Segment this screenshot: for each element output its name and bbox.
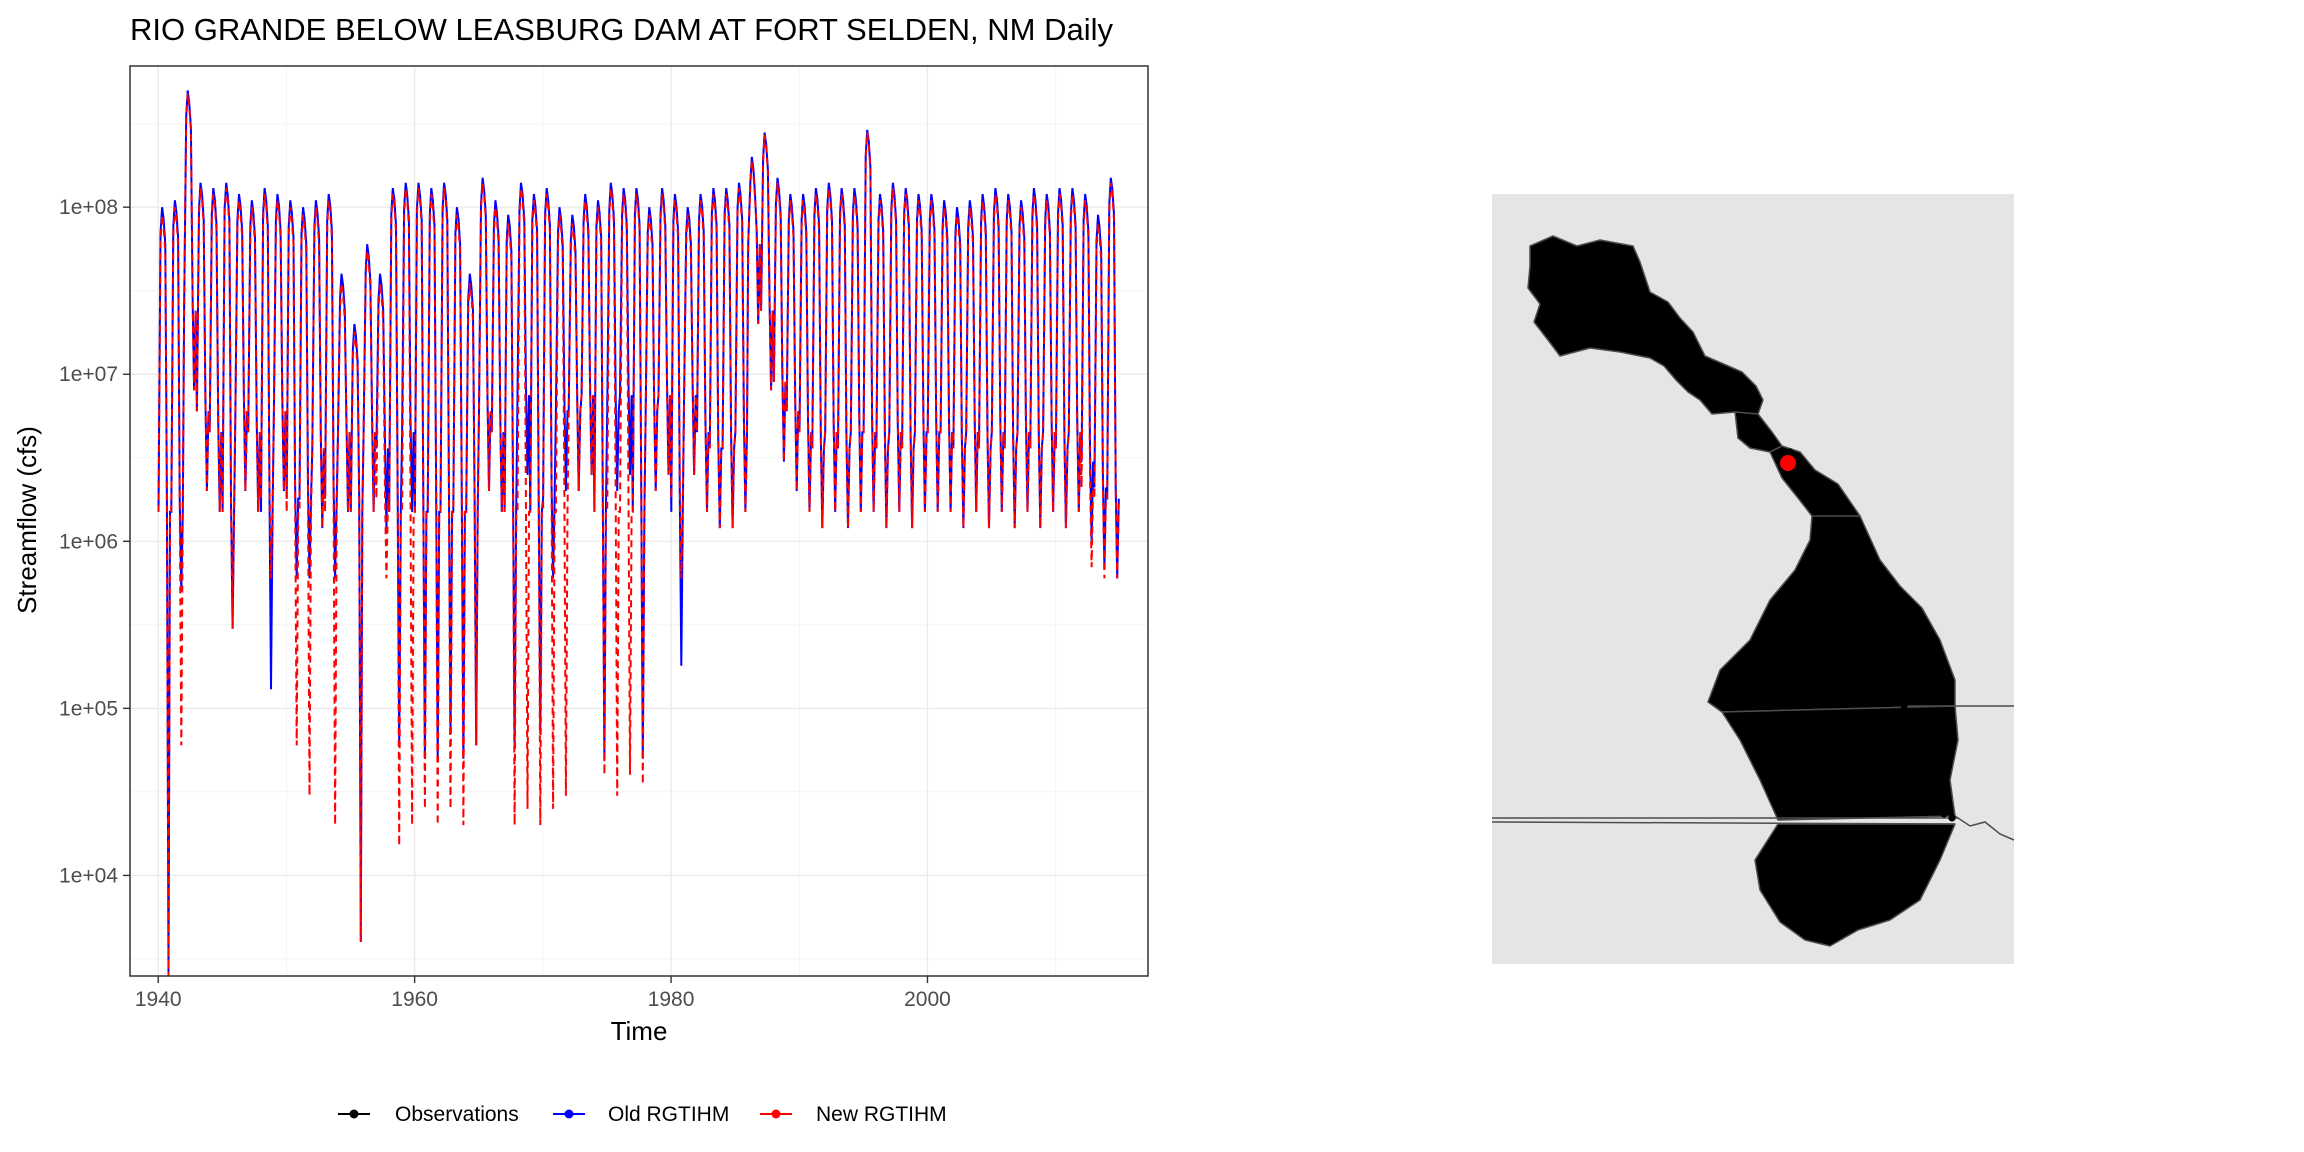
station-marker <box>1910 744 1918 752</box>
station-marker <box>1619 248 1627 256</box>
station-marker <box>1696 362 1704 370</box>
station-marker <box>1898 736 1906 744</box>
station-marker <box>1854 602 1862 610</box>
station-marker <box>1896 696 1904 704</box>
station-marker <box>1936 796 1944 804</box>
station-marker <box>1922 726 1930 734</box>
station-marker <box>1902 712 1910 720</box>
station-marker <box>1816 524 1824 532</box>
station-marker <box>1908 734 1916 742</box>
y-axis-title: Streamflow (cfs) <box>12 426 42 614</box>
legend-new-rgtihm-dot-icon <box>771 1109 781 1119</box>
legend-label-observations: Observations <box>395 1103 519 1126</box>
station-marker <box>1928 756 1936 764</box>
station-marker <box>1811 508 1819 516</box>
station-marker <box>1832 568 1840 576</box>
legend: Observations Old RGTIHM New RGTIHM <box>338 1103 947 1126</box>
legend-observations-dot-icon <box>349 1109 359 1119</box>
x-tick-label: 1940 <box>135 988 182 1011</box>
station-marker <box>1926 800 1934 808</box>
x-axis-title: Time <box>611 1016 668 1046</box>
chart-title: RIO GRANDE BELOW LEASBURG DAM AT FORT SE… <box>130 12 1114 47</box>
station-marker <box>1796 478 1804 486</box>
station-marker <box>1724 380 1732 388</box>
station-marker <box>1906 724 1914 732</box>
y-tick-label: 1e+04 <box>59 864 118 887</box>
map-boundary-lines <box>1491 705 2015 841</box>
station-marker <box>1880 648 1888 656</box>
plot-border <box>129 65 1149 977</box>
station-marker <box>1665 349 1673 357</box>
station-marker <box>1868 632 1876 640</box>
station-marker <box>1914 696 1922 704</box>
station-marker <box>1948 814 1956 822</box>
station-marker <box>1818 546 1826 554</box>
station-marker <box>1614 260 1622 268</box>
legend-label-old-rgtihm: Old RGTIHM <box>608 1103 729 1126</box>
x-tick-label: 2000 <box>904 988 951 1011</box>
station-marker <box>1808 492 1816 500</box>
station-marker <box>1890 722 1898 730</box>
station-marker <box>1864 622 1872 630</box>
station-marker <box>1932 806 1940 814</box>
station-marker <box>1888 668 1896 676</box>
station-marker <box>1848 594 1856 602</box>
station-marker <box>1942 802 1950 810</box>
y-tick-label: 1e+07 <box>59 363 118 386</box>
station-marker <box>1844 584 1852 592</box>
station-marker <box>1886 656 1894 664</box>
station-marker <box>1916 782 1924 790</box>
station-marker <box>1814 536 1822 544</box>
station-marker <box>1838 576 1846 584</box>
selected-gage-marker <box>1780 455 1796 471</box>
station-marker <box>1874 642 1882 650</box>
legend-label-new-rgtihm: New RGTIHM <box>816 1103 947 1126</box>
station-marker <box>1821 556 1829 564</box>
observation-stations <box>1614 248 1956 822</box>
station-marker <box>1802 483 1810 491</box>
streamflow-chart: RIO GRANDE BELOW LEASBURG DAM AT FORT SE… <box>12 12 1149 1126</box>
y-tick-label: 1e+08 <box>59 196 118 219</box>
station-marker <box>1920 792 1928 800</box>
series-new-rgtihm-line <box>157 93 1120 976</box>
station-marker <box>1892 682 1900 690</box>
station-marker <box>1894 712 1902 720</box>
station-marker <box>1900 702 1908 710</box>
x-tick-label: 1960 <box>391 988 438 1011</box>
station-marker <box>1914 772 1922 780</box>
grid-minor <box>130 66 1148 976</box>
station-marker <box>1826 562 1834 570</box>
station-marker <box>1736 394 1744 402</box>
station-marker <box>1702 366 1710 374</box>
station-marker <box>1932 786 1940 794</box>
y-tick-label: 1e+06 <box>59 530 118 553</box>
x-axis: 1940 1960 1980 2000 <box>135 976 951 1011</box>
legend-item-observations: Observations <box>338 1103 519 1126</box>
station-marker <box>1918 712 1926 720</box>
station-marker <box>1786 448 1794 456</box>
legend-old-rgtihm-dot-icon <box>564 1109 574 1119</box>
map-region-southern-area <box>1754 823 1956 947</box>
x-tick-label: 1980 <box>648 988 695 1011</box>
station-marker <box>1908 762 1916 770</box>
station-marker <box>1861 610 1869 618</box>
legend-item-old-rgtihm: Old RGTIHM <box>553 1103 729 1126</box>
station-marker <box>1902 750 1910 758</box>
legend-item-new-rgtihm: New RGTIHM <box>760 1103 947 1126</box>
station-marker <box>1940 810 1948 818</box>
basin-location-map <box>1491 194 2015 964</box>
y-tick-label: 1e+05 <box>59 697 118 720</box>
y-axis: 1e+04 1e+05 1e+06 1e+07 1e+08 <box>59 196 130 887</box>
